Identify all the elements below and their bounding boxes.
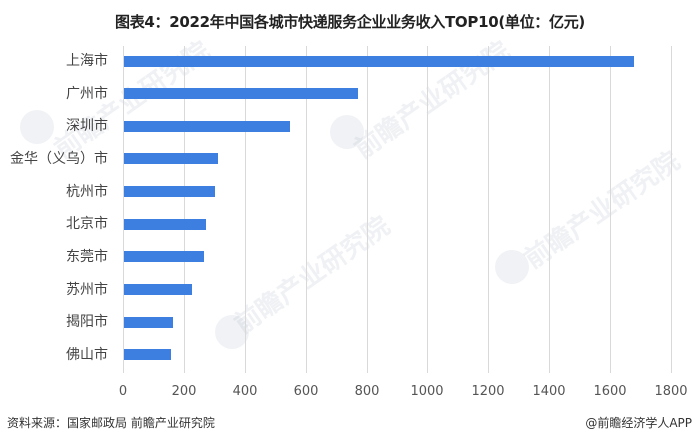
watermark-text: 前瞻产业研究院 [519, 146, 686, 276]
bar[interactable] [124, 219, 206, 230]
watermark-logo-icon [495, 250, 529, 284]
x-tick-label: 1600 [593, 384, 627, 399]
watermark-text: 前瞻产业研究院 [349, 36, 516, 166]
watermark-logo-icon [215, 315, 249, 349]
source-note: 资料来源：国家邮政局 前瞻产业研究院 [7, 416, 215, 430]
y-category-label: 金华（义乌）市 [10, 151, 108, 167]
bar[interactable] [124, 121, 290, 132]
bar[interactable] [124, 251, 204, 262]
gridline [427, 46, 428, 373]
bar[interactable] [124, 88, 358, 99]
watermark-logo-icon [20, 110, 54, 144]
bar[interactable] [124, 186, 215, 197]
y-category-label: 上海市 [66, 53, 108, 69]
chart-title: 图表4：2022年中国各城市快递服务企业业务收入TOP10(单位：亿元) [115, 13, 585, 31]
gridline [184, 46, 185, 373]
gridline [245, 46, 246, 373]
gridline [306, 46, 307, 373]
x-tick-label: 1400 [532, 384, 566, 399]
gridline [549, 46, 550, 373]
y-category-label: 东莞市 [66, 249, 108, 265]
x-tick-label: 800 [354, 384, 380, 399]
watermark-text: 前瞻产业研究院 [229, 211, 396, 341]
y-category-label: 北京市 [66, 216, 108, 232]
x-tick-label: 1200 [471, 384, 505, 399]
x-tick-label: 1800 [654, 384, 688, 399]
x-tick-label: 1000 [410, 384, 444, 399]
x-tick-label: 600 [293, 384, 319, 399]
y-category-label: 广州市 [66, 86, 108, 102]
credit-note: @前瞻经济学人APP [585, 416, 692, 430]
gridline [488, 46, 489, 373]
x-tick-label: 400 [232, 384, 258, 399]
bar[interactable] [124, 349, 171, 360]
gridline [123, 46, 124, 373]
gridline [610, 46, 611, 373]
y-category-label: 杭州市 [66, 184, 108, 200]
watermark-logo-icon [330, 115, 364, 149]
gridline [367, 46, 368, 373]
bar[interactable] [124, 153, 218, 164]
x-tick-label: 200 [171, 384, 197, 399]
y-category-label: 揭阳市 [66, 314, 108, 330]
gridline [671, 46, 672, 373]
y-category-label: 深圳市 [66, 118, 108, 134]
bar[interactable] [124, 317, 173, 328]
y-category-label: 苏州市 [66, 282, 108, 298]
x-tick-label: 0 [118, 384, 128, 399]
y-category-label: 佛山市 [66, 347, 108, 363]
bar[interactable] [124, 56, 634, 67]
bar[interactable] [124, 284, 192, 295]
